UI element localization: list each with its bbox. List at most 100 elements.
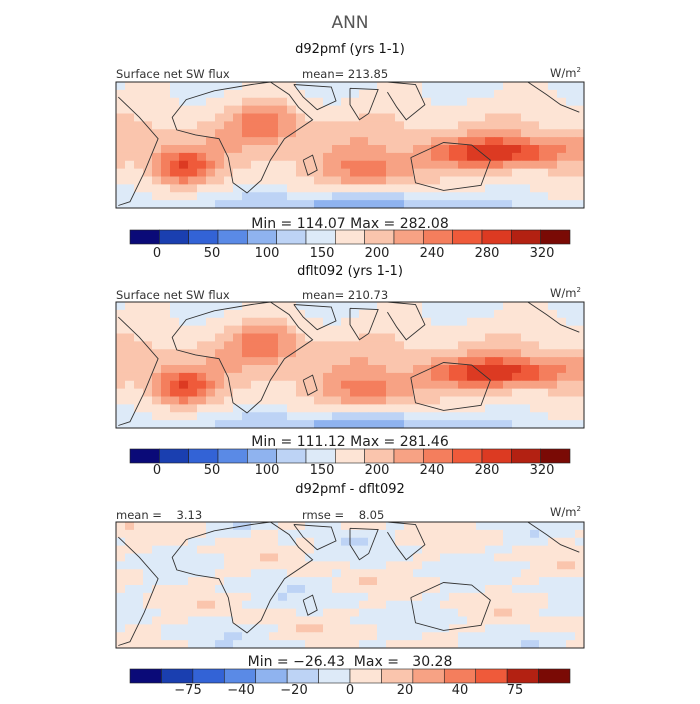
map-cell: [170, 522, 180, 531]
map-cell: [413, 420, 423, 429]
map-cell: [251, 152, 261, 162]
panel-3-title: d92pmf - dflt092: [295, 482, 405, 497]
map-cell: [458, 592, 468, 602]
map-cell: [458, 152, 468, 162]
map-cell: [179, 585, 189, 594]
map-cell: [377, 357, 387, 366]
map-cell: [548, 624, 558, 633]
map-cell: [422, 380, 432, 390]
map-cell: [521, 129, 531, 138]
map-cell: [125, 632, 135, 641]
map-cell: [116, 89, 126, 99]
map-cell: [188, 600, 198, 610]
map-cell: [431, 569, 441, 578]
map-cell: [269, 349, 279, 358]
map-cell: [179, 341, 189, 350]
map-cell: [431, 168, 441, 177]
map-cell: [341, 569, 351, 578]
map-cell: [206, 192, 216, 201]
map-cell: [395, 184, 405, 193]
map-cell: [575, 412, 585, 421]
map-cell: [566, 176, 576, 185]
map-cell: [197, 341, 207, 350]
map-cell: [134, 160, 144, 170]
map-cell: [125, 349, 135, 358]
map-cell: [485, 640, 495, 649]
map-cell: [449, 585, 459, 594]
map-cell: [431, 529, 441, 539]
map-cell: [557, 592, 567, 602]
map-cell: [197, 529, 207, 539]
map-cell: [242, 365, 252, 374]
map-cell: [476, 577, 486, 586]
map-cell: [197, 365, 207, 374]
map-cell: [449, 89, 459, 99]
map-cell: [377, 176, 387, 185]
map-cell: [278, 317, 288, 327]
map-cell: [476, 152, 486, 162]
map-cell: [305, 396, 315, 405]
map-cell: [152, 176, 162, 185]
map-cell: [242, 412, 252, 421]
map-cell: [278, 309, 288, 319]
map-cell: [332, 396, 342, 405]
map-cell: [350, 522, 360, 531]
map-cell: [197, 137, 207, 146]
map-cell: [413, 325, 423, 334]
map-cell: [134, 365, 144, 374]
map-cell: [548, 89, 558, 99]
map-cell: [440, 380, 450, 390]
map-cell: [386, 192, 396, 201]
map-cell: [440, 529, 450, 539]
map-cell: [233, 545, 243, 554]
map-cell: [575, 529, 585, 539]
map-cell: [278, 380, 288, 390]
map-cell: [269, 168, 279, 177]
map-cell: [440, 317, 450, 327]
map-cell: [575, 97, 585, 107]
map-cell: [368, 365, 378, 374]
map-cell: [116, 192, 126, 201]
map-cell: [224, 420, 234, 429]
map-cell: [521, 600, 531, 610]
map-cell: [224, 325, 234, 334]
map-cell: [548, 137, 558, 146]
map-cell: [386, 404, 396, 413]
map-cell: [314, 365, 324, 374]
map-cell: [575, 192, 585, 201]
cb-tick: 20: [397, 683, 414, 698]
map-cell: [278, 121, 288, 130]
map-cell: [134, 82, 144, 91]
map-cell: [125, 404, 135, 413]
map-cell: [323, 420, 333, 429]
map-cell: [125, 192, 135, 201]
map-cell: [377, 529, 387, 539]
map-cell: [314, 145, 324, 154]
map-cell: [467, 624, 477, 633]
map-cell: [422, 585, 432, 594]
map-cell: [116, 309, 126, 319]
map-cell: [530, 121, 540, 130]
map-cell: [251, 184, 261, 193]
map-cell: [224, 372, 234, 382]
map-cell: [404, 121, 414, 130]
map-cell: [521, 388, 531, 397]
map-cell: [386, 600, 396, 610]
map-cell: [530, 176, 540, 185]
map-cell: [413, 537, 423, 547]
map-cell: [197, 317, 207, 327]
map-cell: [458, 569, 468, 578]
map-cell: [422, 569, 432, 578]
map-cell: [170, 341, 180, 350]
colorbar-swatch: [159, 448, 189, 464]
map-cell: [233, 113, 243, 122]
map-cell: [359, 192, 369, 201]
map-cell: [377, 372, 387, 382]
map-cell: [413, 577, 423, 586]
map-cell: [152, 404, 162, 413]
map-cell: [431, 349, 441, 358]
map-cell: [548, 341, 558, 350]
map-cell: [233, 577, 243, 586]
map-cell: [233, 537, 243, 547]
map-cell: [557, 420, 567, 429]
